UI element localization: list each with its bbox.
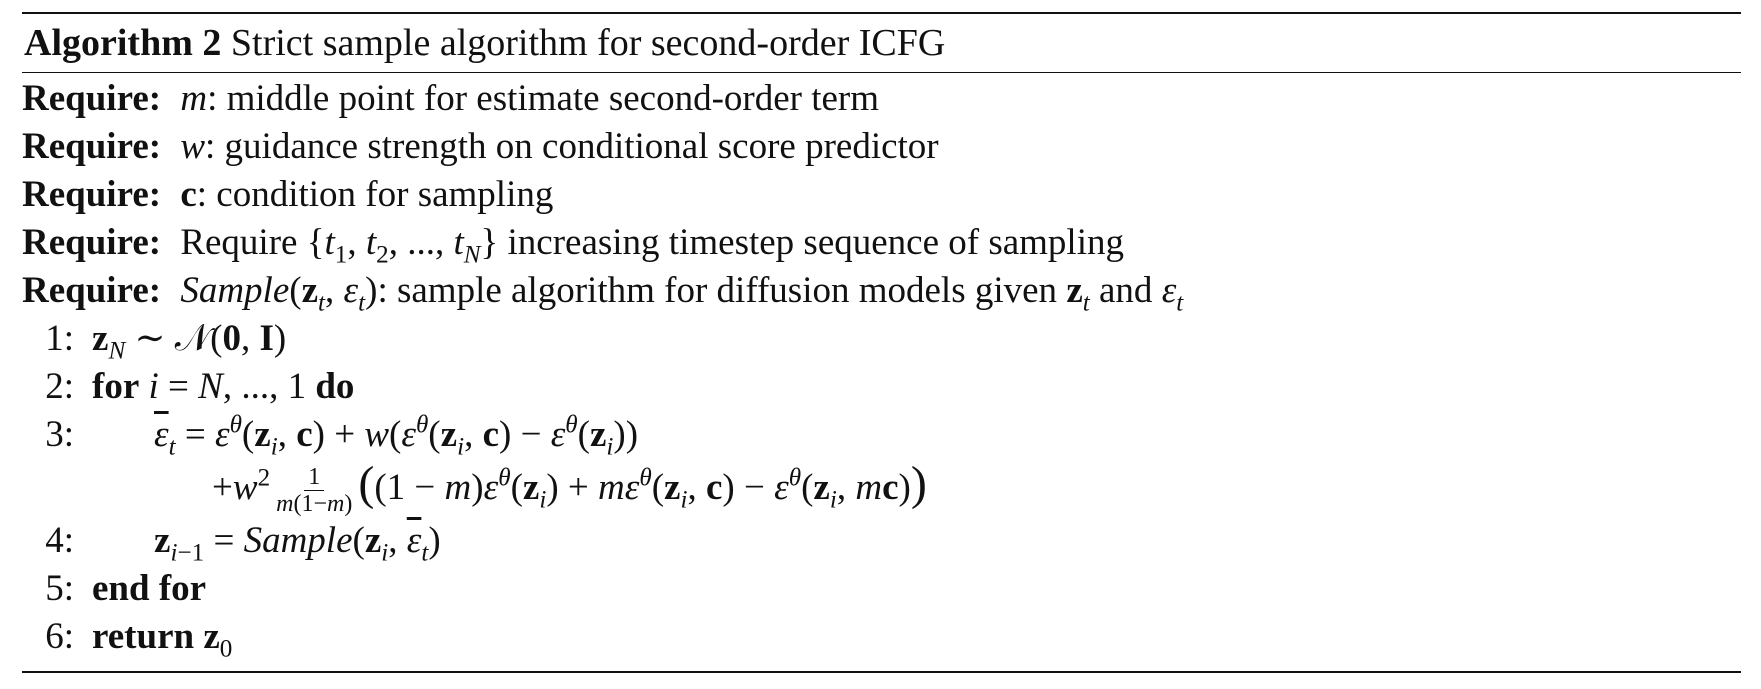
require-text: Sample(zt, εt): sample algorithm for dif… [180,270,1184,317]
require-text: : guidance strength on conditional score… [205,126,939,167]
require-text: : condition for sampling [196,174,554,215]
step-number: 4: [45,520,74,562]
step-text: εt = εθ(zi, c) + w(εθ(zi, c) − εθ(zi)) [154,411,639,461]
step-number: 3: [45,414,74,455]
require-keyword: Require: [22,78,162,119]
require-symbol: w [180,126,206,167]
require-line-2: Require: w: guidance strength on conditi… [22,123,1741,171]
require-line-5: Require: Sample(zt, εt): sample algorith… [22,267,1741,315]
step-3-continuation: +w2 1 m(1−m) ((1 − m)εθ(zi) + mεθ(zi, c) − … [212,457,927,518]
step-text: return z0 [92,616,233,663]
step-1: 1: zN ∼ 𝒩(0, I) [22,315,1741,363]
fraction: 1 m(1−m) [276,464,353,518]
step-6: 6: return z0 [22,613,1741,661]
require-symbol: c [180,174,197,215]
algorithm-body: Require: m: middle point for estimate se… [22,73,1741,661]
step-5: 5: end for [22,565,1741,613]
require-keyword: Require: [22,174,162,215]
require-text: : middle point for estimate second-order… [207,78,880,119]
require-line-3: Require: c: condition for sampling [22,171,1741,219]
step-text: zN ∼ 𝒩(0, I) [92,318,287,365]
step-text: for i = N, ..., 1 do [92,366,355,407]
algorithm-box: Algorithm 2 Strict sample algorithm for … [22,12,1741,674]
algorithm-title: Algorithm 2 Strict sample algorithm for … [22,14,1741,72]
step-number: 2: [45,366,74,407]
require-symbol: m [180,78,208,119]
title-rule [22,72,1741,73]
step-number: 5: [45,568,74,610]
step-text: zi−1 = Sample(zi, εt) [154,520,441,567]
require-text: Require {t1, t2, ..., tN} increasing tim… [180,222,1124,269]
top-rule [22,12,1741,14]
step-4: 4: zi−1 = Sample(zi, εt) [22,517,1741,565]
step-number: 1: [45,318,74,359]
require-line-1: Require: m: middle point for estimate se… [22,75,1741,123]
require-keyword: Require: [22,126,162,167]
algorithm-caption: Strict sample algorithm for second-order… [230,22,946,64]
require-line-4: Require: Require {t1, t2, ..., tN} incre… [22,219,1741,267]
step-3: 3: εt = εθ(zi, c) + w(εθ(zi, c) − εθ(zi)) [22,411,1741,461]
algorithm-label: Algorithm 2 [24,22,222,64]
step-number: 6: [45,616,74,658]
step-2: 2: for i = N, ..., 1 do [22,363,1741,411]
require-keyword: Require: [22,270,162,311]
bottom-rule [22,671,1741,674]
require-keyword: Require: [22,222,162,263]
step-text: end for [92,568,207,610]
